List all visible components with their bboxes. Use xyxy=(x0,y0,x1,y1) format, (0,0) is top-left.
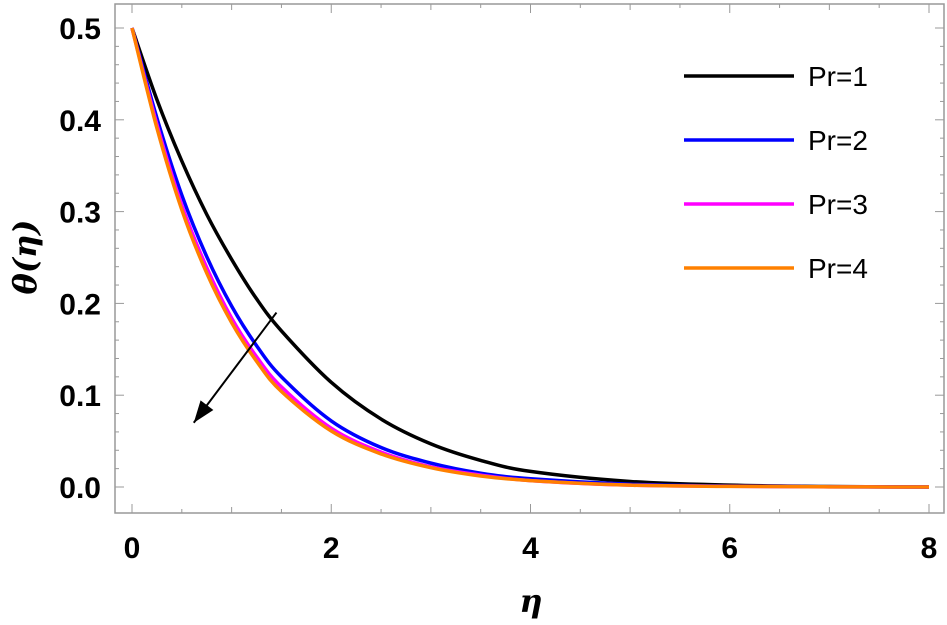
x-tick-label: 8 xyxy=(921,532,938,565)
x-axis-label: η xyxy=(519,582,542,620)
x-tick-label: 2 xyxy=(323,532,340,565)
y-tick-label: 0.0 xyxy=(59,472,101,505)
y-tick-label: 0.1 xyxy=(59,380,101,413)
trend-arrow xyxy=(192,311,278,424)
legend-label: Pr=2 xyxy=(808,125,868,156)
series-line-4 xyxy=(130,27,930,489)
arrow-shaft xyxy=(192,311,278,424)
y-axis-label: θ(η) xyxy=(6,220,44,295)
x-axis-ticks: 0 2 4 6 8 xyxy=(124,4,938,565)
legend-label: Pr=1 xyxy=(808,61,868,92)
y-axis-ticks: 0.0 0.1 0.2 0.3 0.4 0.5 xyxy=(59,13,944,505)
legend-label: Pr=4 xyxy=(808,253,868,284)
x-tick-label: 4 xyxy=(522,532,539,565)
x-tick-label: 0 xyxy=(124,532,141,565)
y-tick-label: 0.4 xyxy=(59,105,101,138)
y-tick-label: 0.2 xyxy=(59,288,101,321)
y-tick-label: 0.5 xyxy=(59,13,101,46)
legend-label: Pr=3 xyxy=(808,189,868,220)
plot-border xyxy=(114,3,945,514)
series-lines xyxy=(130,27,930,489)
plot-frame xyxy=(114,3,945,514)
arrow-head xyxy=(193,400,214,423)
legend: Pr=1 Pr=2 Pr=3 Pr=4 xyxy=(684,61,868,284)
x-tick-label: 6 xyxy=(721,532,738,565)
y-tick-label: 0.3 xyxy=(59,197,101,230)
